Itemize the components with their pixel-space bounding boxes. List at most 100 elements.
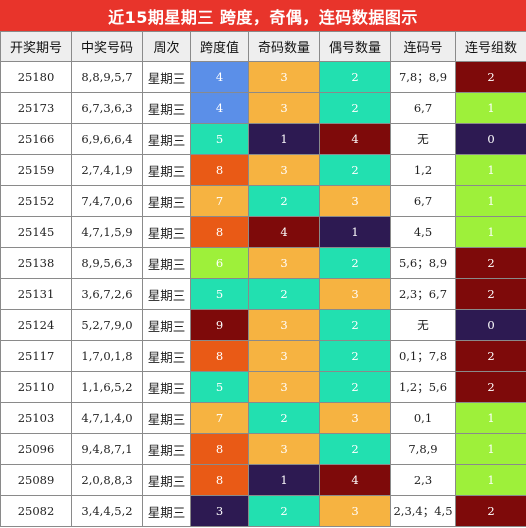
cell-span: 9: [190, 309, 249, 341]
cell-even-count: 3: [319, 278, 391, 310]
cell-consecutive-groups: 1: [455, 92, 526, 124]
cell-span: 5: [190, 371, 249, 403]
cell-issue: 25124: [0, 309, 72, 341]
cell-weekday: 星期三: [142, 92, 191, 124]
cell-numbers: 8,8,9,5,7: [71, 61, 143, 93]
cell-odd-count: 3: [248, 371, 320, 403]
table-body: 25180 8,8,9,5,7 星期三 4 3 2 7,8；8,9 2 25173 6,7,3,6…: [0, 61, 526, 527]
cell-numbers: 7,4,7,0,6: [71, 185, 143, 217]
cell-even-count: 2: [319, 92, 391, 124]
cell-consecutive: 4,5: [390, 216, 456, 248]
cell-even-count: 2: [319, 433, 391, 465]
table-row: 25089 2,0,8,8,3 星期三 8 1 4 2,3 1: [0, 464, 526, 496]
cell-consecutive: 0,1: [390, 402, 456, 434]
page-title: 近15期星期三 跨度，奇偶，连码数据图示: [0, 0, 526, 31]
cell-consecutive: 5,6；8,9: [390, 247, 456, 279]
cell-odd-count: 3: [248, 61, 320, 93]
cell-consecutive-groups: 2: [455, 371, 526, 403]
header-even-count: 偶号数量: [319, 31, 391, 62]
table-row: 25082 3,4,4,5,2 星期三 3 2 3 2,3,4；4,5 2: [0, 495, 526, 527]
table-row: 25124 5,2,7,9,0 星期三 9 3 2 无 0: [0, 309, 526, 341]
cell-weekday: 星期三: [142, 123, 191, 155]
table-row: 25103 4,7,1,4,0 星期三 7 2 3 0,1 1: [0, 402, 526, 434]
cell-span: 5: [190, 123, 249, 155]
cell-weekday: 星期三: [142, 185, 191, 217]
cell-even-count: 4: [319, 123, 391, 155]
table-row: 25145 4,7,1,5,9 星期三 8 4 1 4,5 1: [0, 216, 526, 248]
table-row: 25173 6,7,3,6,3 星期三 4 3 2 6,7 1: [0, 92, 526, 124]
cell-consecutive: 1,2；5,6: [390, 371, 456, 403]
header-consecutive: 连码号: [390, 31, 456, 62]
cell-issue: 25173: [0, 92, 72, 124]
cell-consecutive-groups: 0: [455, 309, 526, 341]
cell-odd-count: 1: [248, 464, 320, 496]
cell-span: 7: [190, 185, 249, 217]
cell-odd-count: 1: [248, 123, 320, 155]
lottery-stats-table: 开奖期号 中奖号码 周次 跨度值 奇码数量 偶号数量 连码号 连号组数 2518…: [0, 31, 526, 527]
cell-consecutive: 6,7: [390, 92, 456, 124]
cell-consecutive-groups: 2: [455, 278, 526, 310]
cell-weekday: 星期三: [142, 340, 191, 372]
cell-consecutive-groups: 2: [455, 61, 526, 93]
cell-odd-count: 3: [248, 340, 320, 372]
cell-consecutive-groups: 1: [455, 402, 526, 434]
cell-even-count: 3: [319, 185, 391, 217]
table-row: 25117 1,7,0,1,8 星期三 8 3 2 0,1；7,8 2: [0, 340, 526, 372]
cell-numbers: 2,0,8,8,3: [71, 464, 143, 496]
cell-span: 3: [190, 495, 249, 527]
header-span: 跨度值: [190, 31, 249, 62]
cell-consecutive: 2,3: [390, 464, 456, 496]
table-row: 25180 8,8,9,5,7 星期三 4 3 2 7,8；8,9 2: [0, 61, 526, 93]
cell-consecutive: 6,7: [390, 185, 456, 217]
cell-weekday: 星期三: [142, 495, 191, 527]
cell-issue: 25131: [0, 278, 72, 310]
cell-odd-count: 2: [248, 402, 320, 434]
cell-weekday: 星期三: [142, 61, 191, 93]
cell-consecutive: 1,2: [390, 154, 456, 186]
cell-even-count: 2: [319, 154, 391, 186]
cell-even-count: 3: [319, 402, 391, 434]
table-row: 25096 9,4,8,7,1 星期三 8 3 2 7,8,9 1: [0, 433, 526, 465]
cell-weekday: 星期三: [142, 216, 191, 248]
table-row: 25159 2,7,4,1,9 星期三 8 3 2 1,2 1: [0, 154, 526, 186]
cell-weekday: 星期三: [142, 278, 191, 310]
cell-weekday: 星期三: [142, 154, 191, 186]
cell-weekday: 星期三: [142, 247, 191, 279]
cell-odd-count: 3: [248, 309, 320, 341]
cell-issue: 25082: [0, 495, 72, 527]
cell-numbers: 2,7,4,1,9: [71, 154, 143, 186]
cell-weekday: 星期三: [142, 433, 191, 465]
cell-odd-count: 4: [248, 216, 320, 248]
cell-consecutive-groups: 1: [455, 154, 526, 186]
cell-numbers: 1,1,6,5,2: [71, 371, 143, 403]
cell-even-count: 2: [319, 61, 391, 93]
cell-consecutive-groups: 0: [455, 123, 526, 155]
cell-issue: 25180: [0, 61, 72, 93]
cell-numbers: 6,9,6,6,4: [71, 123, 143, 155]
cell-issue: 25089: [0, 464, 72, 496]
cell-numbers: 3,6,7,2,6: [71, 278, 143, 310]
cell-numbers: 1,7,0,1,8: [71, 340, 143, 372]
cell-odd-count: 2: [248, 278, 320, 310]
cell-span: 8: [190, 154, 249, 186]
cell-numbers: 5,2,7,9,0: [71, 309, 143, 341]
header-issue: 开奖期号: [0, 31, 72, 62]
cell-numbers: 4,7,1,4,0: [71, 402, 143, 434]
cell-issue: 25166: [0, 123, 72, 155]
header-numbers: 中奖号码: [71, 31, 143, 62]
cell-consecutive-groups: 2: [455, 495, 526, 527]
cell-span: 6: [190, 247, 249, 279]
cell-consecutive: 7,8；8,9: [390, 61, 456, 93]
cell-issue: 25152: [0, 185, 72, 217]
table-row: 25152 7,4,7,0,6 星期三 7 2 3 6,7 1: [0, 185, 526, 217]
cell-odd-count: 3: [248, 247, 320, 279]
table-row: 25138 8,9,5,6,3 星期三 6 3 2 5,6；8,9 2: [0, 247, 526, 279]
cell-span: 5: [190, 278, 249, 310]
cell-odd-count: 2: [248, 495, 320, 527]
cell-span: 8: [190, 433, 249, 465]
cell-even-count: 2: [319, 340, 391, 372]
cell-numbers: 3,4,4,5,2: [71, 495, 143, 527]
header-consecutive-groups: 连号组数: [455, 31, 526, 62]
cell-numbers: 8,9,5,6,3: [71, 247, 143, 279]
